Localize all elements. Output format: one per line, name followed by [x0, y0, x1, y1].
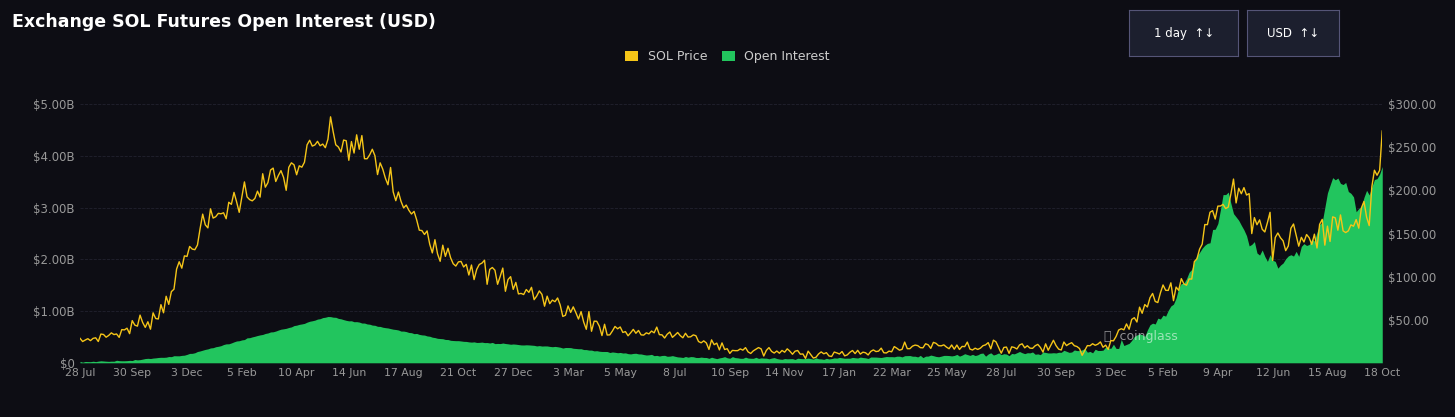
Text: USD  ↑↓: USD ↑↓: [1267, 27, 1318, 40]
Text: 1 day  ↑↓: 1 day ↑↓: [1154, 27, 1213, 40]
Text: Exchange SOL Futures Open Interest (USD): Exchange SOL Futures Open Interest (USD): [12, 13, 435, 30]
Text: 🦄  coinglass: 🦄 coinglass: [1104, 330, 1179, 344]
Legend: SOL Price, Open Interest: SOL Price, Open Interest: [626, 50, 829, 63]
